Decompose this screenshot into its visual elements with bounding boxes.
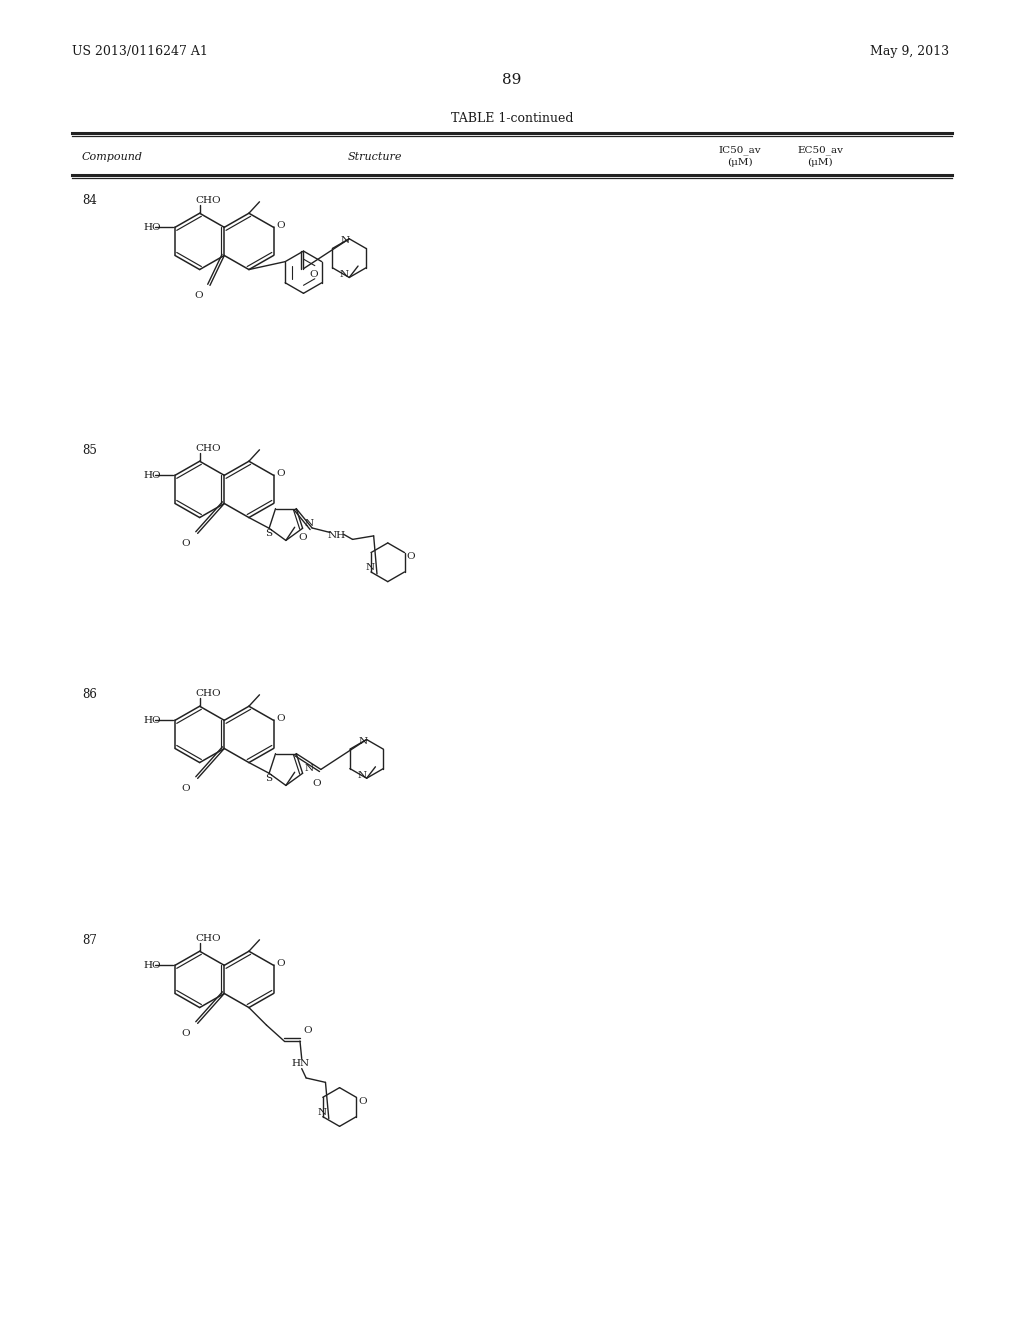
Text: Compound: Compound <box>82 152 143 162</box>
Text: HO: HO <box>143 715 161 725</box>
Text: CHO: CHO <box>196 933 221 942</box>
Text: HO: HO <box>143 961 161 970</box>
Text: O: O <box>313 779 322 788</box>
Text: O: O <box>181 784 190 793</box>
Text: O: O <box>303 1027 311 1035</box>
Text: N: N <box>341 236 350 246</box>
Text: O: O <box>309 271 318 280</box>
Text: O: O <box>276 469 286 478</box>
Text: O: O <box>358 1097 367 1106</box>
Text: O: O <box>298 533 307 543</box>
Text: May 9, 2013: May 9, 2013 <box>870 45 949 58</box>
Text: S: S <box>265 774 272 783</box>
Text: CHO: CHO <box>196 195 221 205</box>
Text: N: N <box>358 737 368 746</box>
Text: HO: HO <box>143 471 161 479</box>
Text: O: O <box>181 539 190 548</box>
Text: CHO: CHO <box>196 689 221 698</box>
Text: 84: 84 <box>82 194 97 206</box>
Text: IC50_av: IC50_av <box>719 145 761 154</box>
Text: O: O <box>194 290 203 300</box>
Text: US 2013/0116247 A1: US 2013/0116247 A1 <box>72 45 208 58</box>
Text: Structure: Structure <box>348 152 402 162</box>
Text: HN: HN <box>292 1059 310 1068</box>
Text: N: N <box>366 564 375 573</box>
Text: O: O <box>276 714 286 723</box>
Text: 87: 87 <box>82 933 97 946</box>
Text: N: N <box>357 771 367 780</box>
Text: HO: HO <box>143 223 161 232</box>
Text: EC50_av: EC50_av <box>797 145 843 154</box>
Text: NH: NH <box>328 531 346 540</box>
Text: O: O <box>276 958 286 968</box>
Text: (μM): (μM) <box>807 157 833 166</box>
Text: O: O <box>276 220 286 230</box>
Text: (μM): (μM) <box>727 157 753 166</box>
Text: O: O <box>407 552 415 561</box>
Text: N: N <box>304 519 313 528</box>
Text: N: N <box>317 1109 327 1117</box>
Text: CHO: CHO <box>196 444 221 453</box>
Text: O: O <box>181 1028 190 1038</box>
Text: 85: 85 <box>82 444 97 457</box>
Text: N: N <box>304 764 313 772</box>
Text: TABLE 1-continued: TABLE 1-continued <box>451 111 573 124</box>
Text: N: N <box>340 271 349 279</box>
Text: 89: 89 <box>503 73 521 87</box>
Text: S: S <box>265 529 272 537</box>
Text: 86: 86 <box>82 689 97 701</box>
